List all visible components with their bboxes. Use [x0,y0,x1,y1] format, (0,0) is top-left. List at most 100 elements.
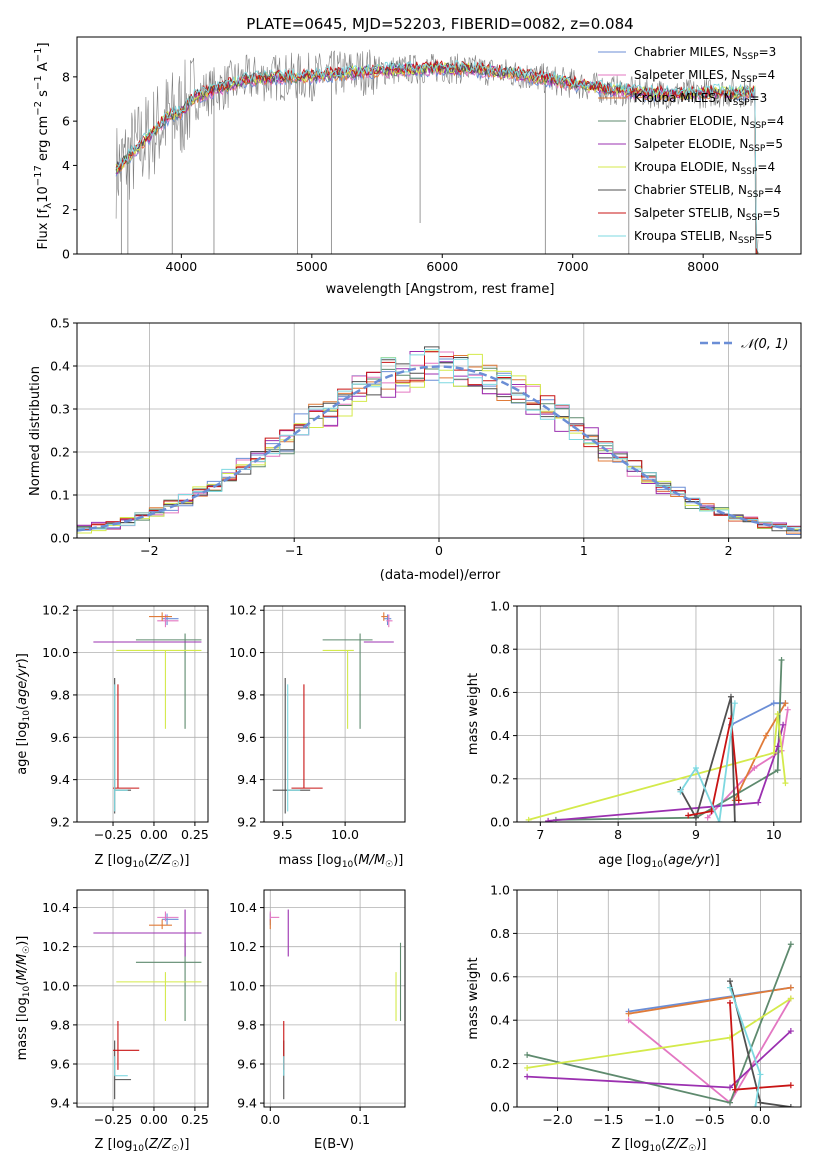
x-axis-label: Z [log10(Z/Z☉)] [95,853,190,870]
y-tick-label: 10.0 [42,978,70,993]
legend-entry: Salpeter ELODIE, NSSP=5 [634,137,783,154]
weight-vs-z-panel: −2.0 −1.5 −1.0 −0.5 0.0 0.0 0.2 0.4 0.6 0.8 1.0 mas… [466,883,802,1154]
y-tick-label: 0.4 [490,728,510,743]
x-tick-label: −0.25 [94,827,132,842]
weight-marker-chabrier_stelib [692,814,699,821]
x-tick-label: −0.5 [695,1112,725,1127]
y-axis-label: mass weight [466,673,481,755]
weight-marker-chabrier_stelib [727,978,733,985]
weight-marker-kroupa_miles [625,1010,632,1017]
weight-marker-kroupa_stelib [752,1104,759,1107]
y-tick-label: 10.2 [42,603,70,618]
x-tick-label: 0.0 [260,1112,280,1127]
y-tick-label: 0.2 [490,771,510,786]
x-tick-label: 0.00 [140,827,168,842]
x-tick-label: 0.25 [181,827,209,842]
legend-entry-normal: 𝒩(0, 1) [741,337,788,352]
y-tick-label: 4 [62,158,70,173]
y-tick-label: 10.4 [42,900,70,915]
x-tick-label: −1.5 [593,1112,623,1127]
y-tick-label: 10.2 [229,603,257,618]
x-tick-label: 0.1 [350,1112,370,1127]
age-vs-z-panel: −0.25 0.00 0.25 9.2 9.4 9.6 9.8 10.0 10.2 Z [log1… [15,603,209,870]
y-tick-label: 6 [62,114,70,129]
x-axis-label: Z [log10(Z/Z☉)] [95,1137,190,1154]
weight-marker-chabrier_miles [770,700,777,707]
y-tick-label: 10.0 [229,645,257,660]
x-tick-label: −1.0 [644,1112,674,1127]
y-tick-label: 9.4 [237,1096,257,1111]
x-tick-label: 0 [435,543,443,558]
weight-marker-kroupa_elodie [774,711,781,717]
weight-marker-chabrier_stelib [757,1099,764,1106]
x-axis-label: age [log10(age/yr)] [598,853,720,870]
weight-marker-kroupa_stelib [677,788,684,795]
x-tick-label: 9.5 [273,827,293,842]
weight-marker-kroupa_stelib [757,1071,764,1078]
y-axis-label: Flux [fλ10−17 erg cm−2 s−1 A−1] [33,42,54,249]
y-tick-label: 9.6 [50,1056,70,1071]
y-tick-label: 8 [62,69,70,84]
weight-marker-salpeter_stelib [787,1082,794,1089]
weight-marker-kroupa_elodie [770,749,777,756]
weight-marker-chabrier_elodie [727,1099,733,1106]
weight-marker-chabrier_stelib [727,693,734,700]
y-axis-label: mass [log10(M/M☉)] [15,936,32,1061]
y-tick-label: 0.3 [50,402,70,417]
x-tick-label: 0.0 [750,1112,770,1127]
x-tick-label: 10.0 [331,827,359,842]
axes-frame [76,889,209,1108]
x-axis-label: (data-model)/error [380,568,501,583]
y-tick-label: 0.1 [50,488,70,503]
weight-vs-age-panel: 7 8 9 10 0.0 0.2 0.4 0.6 0.8 1.0 mass weight age [l… [466,599,802,870]
x-tick-label: 5000 [296,259,328,274]
y-tick-label: 9.6 [50,730,70,745]
legend-entry: Salpeter STELIB, NSSP=5 [634,206,780,223]
y-tick-label: 0.4 [50,359,70,374]
y-tick-label: 0.2 [490,1056,510,1071]
legend-entry: Chabrier STELIB, NSSP=4 [634,183,782,200]
y-tick-label: 9.6 [237,1056,257,1071]
y-tick-label: 10.2 [42,939,70,954]
weight-marker-kroupa_stelib [716,819,723,822]
weight-marker-salpeter_stelib [735,797,742,804]
weight-marker-chabrier_elodie [524,1051,531,1058]
legend-entry: Chabrier ELODIE, NSSP=4 [634,114,784,131]
y-axis-label: mass weight [466,957,481,1039]
weight-marker-salpeter_stelib [685,812,692,819]
x-tick-label: 7 [536,827,544,842]
weight-marker-salpeter_elodie [524,1073,531,1080]
weight-marker-salpeter_stelib [708,808,715,815]
y-tick-label: 0.0 [490,815,510,830]
y-tick-label: 0.8 [490,926,510,941]
weight-marker-kroupa_elodie [524,1064,531,1071]
figure-title: PLATE=0645, MJD=52203, FIBERID=0082, z=0… [246,15,633,33]
legend: Chabrier MILES, NSSP=3 Salpeter MILES, NS… [598,45,784,246]
normal-curve [77,365,801,532]
x-tick-label: 4000 [165,259,197,274]
weight-vs-age-plot-area [525,657,791,822]
x-tick-label: 6000 [426,259,458,274]
axes-frame [516,889,802,1108]
y-tick-label: 10.0 [229,978,257,993]
x-tick-label: 8 [614,827,622,842]
weight-marker-chabrier_stelib [787,1104,794,1107]
age-vs-z-plot-area [93,612,202,814]
y-tick-label: 0.6 [490,685,510,700]
data-spectrum [115,49,759,254]
weight-marker-chabrier_elodie [778,657,785,663]
age-vs-mass-plot-area [272,612,394,814]
weight-marker-salpeter_miles [704,814,711,821]
y-axis-label: Normed distribution [28,366,43,496]
y-tick-label: 9.4 [50,1096,70,1111]
model-spectrum-kroupa_stelib [116,60,759,251]
y-axis-label: age [log10(age/yr)] [15,653,32,775]
mass-vs-z-plot-area [93,909,202,1100]
y-tick-label: 0.2 [50,445,70,460]
x-axis-label: E(B-V) [314,1137,354,1152]
x-tick-label: −1 [285,543,303,558]
weight-line-kroupa_elodie [528,713,787,821]
weight-marker-salpeter_elodie [545,817,552,822]
weight-marker-chabrier_stelib [731,819,738,822]
